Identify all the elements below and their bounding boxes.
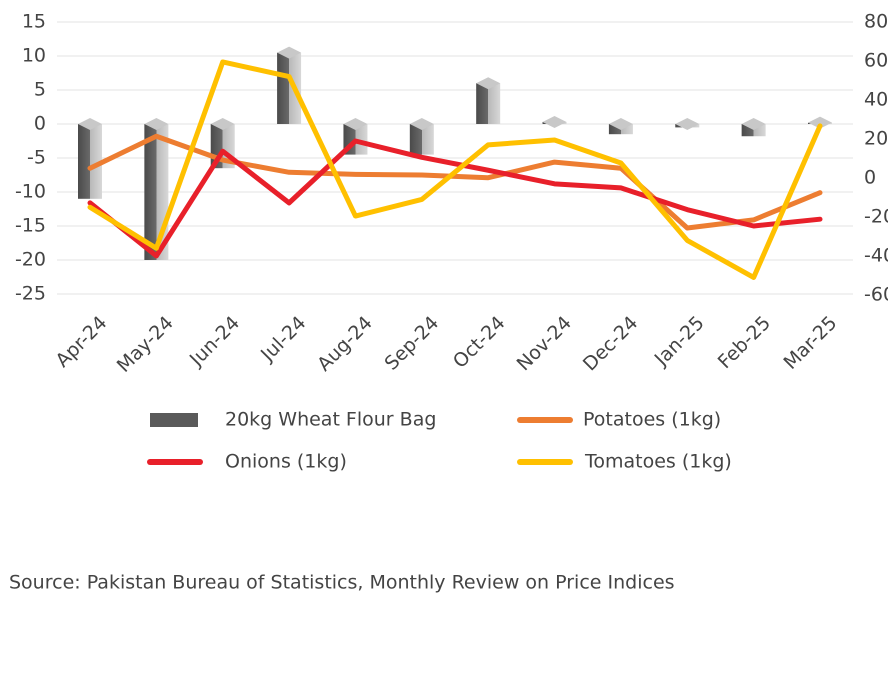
x-tick-label: Sep-24 [380,312,443,375]
y2-tick-label: 80 [864,11,888,33]
y-tick-label: -5 [27,147,46,169]
legend-label: 20kg Wheat Flour Bag [225,409,436,431]
x-tick-label: Jun-24 [185,312,244,371]
bar-cap [808,116,832,129]
y-tick-label: 5 [34,79,46,101]
bar [741,124,766,137]
x-tick-label: Dec-24 [579,312,643,376]
bar-cap [343,118,368,130]
y2-tick-label: -40 [864,245,888,267]
bar-cap [476,77,501,90]
x-tick-label: Nov-24 [513,312,576,375]
y2-tick-label: 60 [864,50,888,72]
bar [476,83,501,124]
x-tick-label: May-24 [113,312,178,377]
line [87,138,823,259]
y2-tick-label: 20 [864,128,888,150]
legend-swatch [150,413,198,427]
bar-cap [210,118,235,130]
x-tick-label: Mar-25 [779,312,841,374]
y-tick-label: -25 [15,283,46,305]
legend-label: Onions (1kg) [225,451,347,473]
bar [144,124,169,260]
y2-tick-label: 40 [864,89,888,111]
line [87,133,823,231]
x-tick-label: Apr-24 [52,312,112,372]
y-tick-label: 0 [34,113,46,135]
x-tick-label: Aug-24 [313,312,377,376]
y-tick-label: -15 [15,215,46,237]
y-tick-label: -20 [15,249,46,271]
x-tick-label: Oct-24 [449,312,510,373]
y2-tick-label: 0 [864,167,876,189]
bar [277,52,302,124]
bar [78,124,102,199]
x-tick-label: Jul-24 [256,312,310,366]
source: Source: Pakistan Bureau of Statistics, M… [9,572,675,594]
bar-cap [78,118,102,130]
bar-cap [277,46,302,59]
y2-tick-label: -20 [864,206,888,228]
x-tick-label: Feb-25 [714,312,775,373]
bar-cap [542,115,567,128]
bar-cap [608,118,633,130]
x-tick-label: Jan-25 [650,312,709,371]
y2-tick-label: -60 [864,284,888,306]
legend-label: Potatoes (1kg) [583,409,721,431]
bar-cap [409,118,434,130]
bar-cap [741,118,766,130]
y-tick-label: 15 [22,11,46,33]
bar-cap [144,118,169,130]
y-tick-label: -10 [15,181,46,203]
line [87,59,823,280]
bar-cap [675,118,700,130]
legend-label: Tomatoes (1kg) [584,451,732,473]
y-tick-label: 10 [22,45,46,67]
